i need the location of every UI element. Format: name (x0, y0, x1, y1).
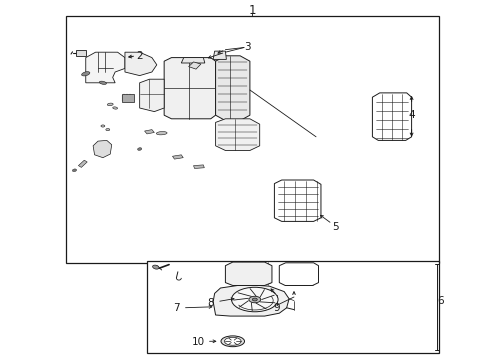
Polygon shape (140, 79, 164, 112)
Text: 1: 1 (248, 4, 256, 17)
Polygon shape (279, 263, 318, 285)
Ellipse shape (113, 107, 118, 109)
Ellipse shape (106, 129, 110, 131)
Polygon shape (78, 160, 87, 167)
Bar (147, 261, 439, 353)
Ellipse shape (232, 287, 278, 312)
Ellipse shape (99, 81, 106, 85)
Bar (66, 16, 439, 263)
Bar (122, 94, 134, 102)
Polygon shape (213, 284, 289, 316)
Ellipse shape (107, 103, 113, 106)
Ellipse shape (249, 296, 261, 303)
Ellipse shape (73, 169, 76, 172)
Ellipse shape (221, 336, 245, 347)
Ellipse shape (156, 131, 167, 135)
Polygon shape (194, 165, 204, 168)
Text: 9: 9 (273, 303, 280, 313)
Polygon shape (76, 50, 86, 56)
Ellipse shape (82, 72, 90, 76)
Ellipse shape (138, 148, 142, 150)
Polygon shape (93, 140, 112, 158)
Text: 2: 2 (136, 51, 143, 61)
Polygon shape (372, 93, 412, 140)
Polygon shape (216, 119, 260, 150)
Polygon shape (125, 52, 157, 76)
Text: 3: 3 (244, 42, 251, 52)
Polygon shape (164, 58, 216, 119)
Ellipse shape (252, 298, 257, 301)
Ellipse shape (101, 125, 105, 127)
Ellipse shape (224, 337, 241, 345)
Polygon shape (86, 52, 125, 83)
Text: 8: 8 (207, 298, 214, 308)
Polygon shape (145, 130, 154, 134)
Text: 7: 7 (173, 303, 180, 313)
Polygon shape (216, 56, 250, 121)
Polygon shape (189, 62, 201, 69)
Polygon shape (274, 180, 321, 221)
Polygon shape (213, 51, 226, 59)
Ellipse shape (152, 265, 159, 269)
Polygon shape (181, 58, 205, 63)
Polygon shape (172, 155, 183, 159)
Text: 5: 5 (332, 222, 339, 232)
Text: 4: 4 (408, 110, 415, 120)
Text: 10: 10 (192, 337, 205, 347)
Text: 6: 6 (438, 296, 444, 306)
Polygon shape (225, 262, 272, 285)
